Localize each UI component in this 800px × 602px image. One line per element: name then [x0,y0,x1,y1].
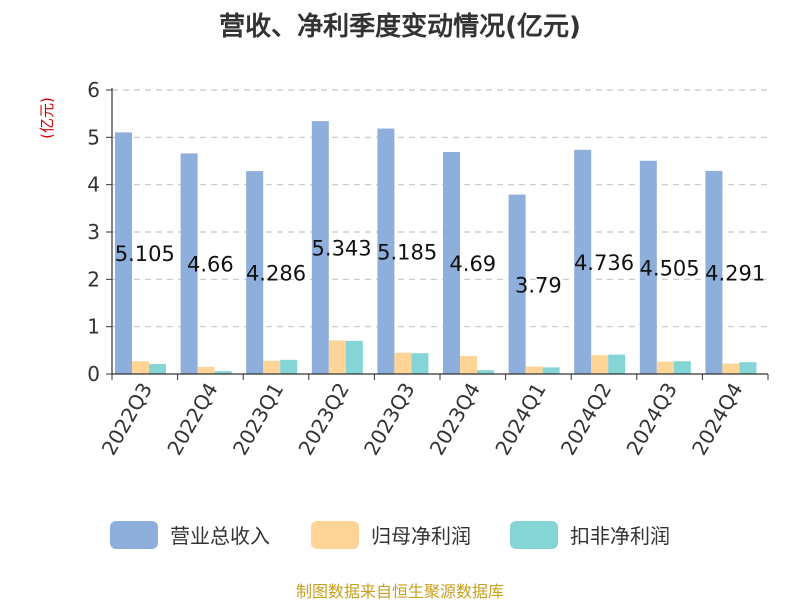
source-note: 制图数据来自恒生聚源数据库 [295,582,504,601]
bar-series-1 [246,171,264,374]
bar-series-2 [460,356,477,374]
bar-series-2 [132,361,149,374]
bar-series-2 [328,340,346,374]
bar-series-1 [311,121,329,375]
bar-series-3 [739,362,757,374]
legend-swatch [110,521,158,549]
bar-series-3 [673,361,691,374]
bar-series-1 [115,132,132,374]
bar-series-2 [394,352,412,374]
y-unit-label: (亿元) [38,97,56,139]
y-tick-label: 2 [87,267,100,291]
data-label: 4.505 [640,256,700,280]
bar-series-1 [639,160,657,374]
bar-series-2 [591,355,609,374]
x-tick-label: 2023Q2 [293,379,353,460]
y-tick-label: 6 [87,78,100,102]
bar-series-3 [149,364,166,374]
data-label: 5.185 [377,240,437,264]
data-label: 4.291 [705,261,765,285]
x-tick-label: 2023Q3 [359,379,419,460]
x-tick-label: 2024Q3 [621,379,681,460]
y-tick-label: 5 [87,125,100,149]
y-tick-label: 3 [87,220,100,244]
chart-title: 营收、净利季度变动情况(亿元) [219,12,581,42]
bar-series-3 [608,354,626,374]
bar-series-1 [377,128,395,374]
bar-series-2 [656,361,674,374]
x-tick-label: 2023Q4 [425,379,485,460]
legend-item[interactable]: 归母净利润 [311,521,471,549]
y-tick-label: 0 [87,362,100,386]
bar-series-3 [411,353,429,374]
bar-series-2 [263,360,281,374]
bar-series-1 [443,152,460,374]
data-label: 3.79 [515,273,562,297]
data-label: 4.286 [246,262,306,286]
x-tick-label: 2022Q4 [162,379,222,460]
legend-swatch [311,521,359,549]
x-tick-label: 2022Q3 [97,379,157,460]
x-tick-label: 2024Q4 [687,379,747,460]
legend-swatch [510,521,558,549]
bar-series-3 [280,359,298,374]
data-label: 5.343 [312,237,372,261]
bar-series-2 [197,366,215,374]
data-label: 4.736 [574,251,634,275]
y-tick-label: 1 [87,315,100,339]
legend-item[interactable]: 扣非净利润 [510,521,670,549]
bar-series-2 [722,363,740,374]
data-label: 4.66 [187,253,234,277]
legend-label: 归母净利润 [371,524,471,548]
bar-series-1 [705,170,723,374]
data-label: 5.105 [115,242,175,266]
bar-series-3 [214,371,232,374]
bars [115,121,757,375]
legend-label: 营业总收入 [170,524,270,548]
x-tick-label: 2023Q1 [228,379,288,460]
y-tick-label: 4 [87,173,100,197]
data-label: 4.69 [449,252,496,276]
bar-series-3 [345,340,363,374]
bar-series-3 [542,367,560,374]
bar-series-1 [574,149,592,374]
legend-label: 扣非净利润 [570,524,670,548]
bar-series-1 [508,194,526,374]
legend[interactable]: 营业总收入 归母净利润 扣非净利润 [110,521,670,549]
x-tick-label: 2024Q2 [556,379,616,460]
bar-series-1 [180,153,198,374]
bar-series-3 [477,370,494,374]
x-tick-label: 2024Q1 [490,379,550,460]
gridlines [112,89,768,328]
legend-item[interactable]: 营业总收入 [110,521,270,549]
bar-series-2 [525,366,543,374]
